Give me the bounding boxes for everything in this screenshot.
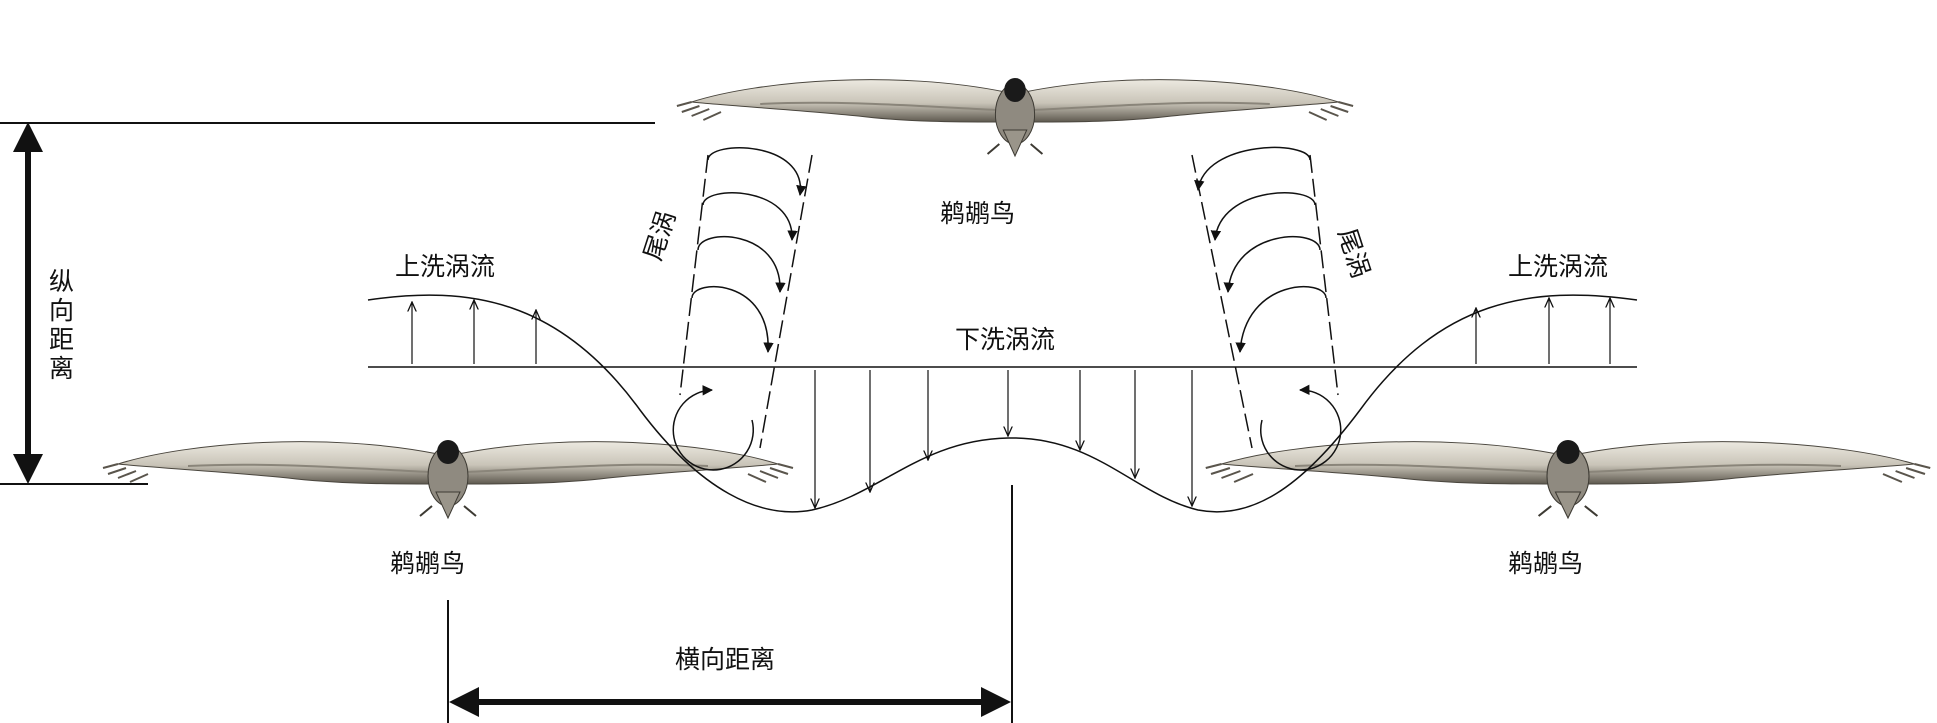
top-bird-label: 鹈鹕鸟 (940, 199, 1015, 228)
wake-vortex-left-label: 尾涡 (638, 207, 681, 264)
wake-vortex-left (672, 147, 813, 471)
left-bird-label: 鹈鹕鸟 (390, 549, 465, 578)
velocity-profile-curve (367, 294, 1638, 513)
longitudinal-distance-label: 纵向距离 (46, 268, 75, 384)
upwash-right-label: 上洗涡流 (1508, 252, 1608, 281)
wake-vortex-right (1191, 146, 1342, 471)
downwash-arrows (815, 370, 1192, 508)
pelican-top (675, 77, 1355, 157)
downwash-label: 下洗涡流 (955, 325, 1055, 354)
right-bird-label: 鹈鹕鸟 (1508, 549, 1583, 578)
upwash-arrows-left (412, 300, 536, 364)
wake-vortex-right-label: 尾涡 (1332, 225, 1375, 282)
pelican-right (1204, 438, 1932, 520)
upwash-arrows-right (1476, 298, 1610, 364)
pelican-left (102, 439, 794, 519)
lateral-distance-label: 横向距离 (675, 645, 775, 674)
upwash-left-label: 上洗涡流 (395, 252, 495, 281)
